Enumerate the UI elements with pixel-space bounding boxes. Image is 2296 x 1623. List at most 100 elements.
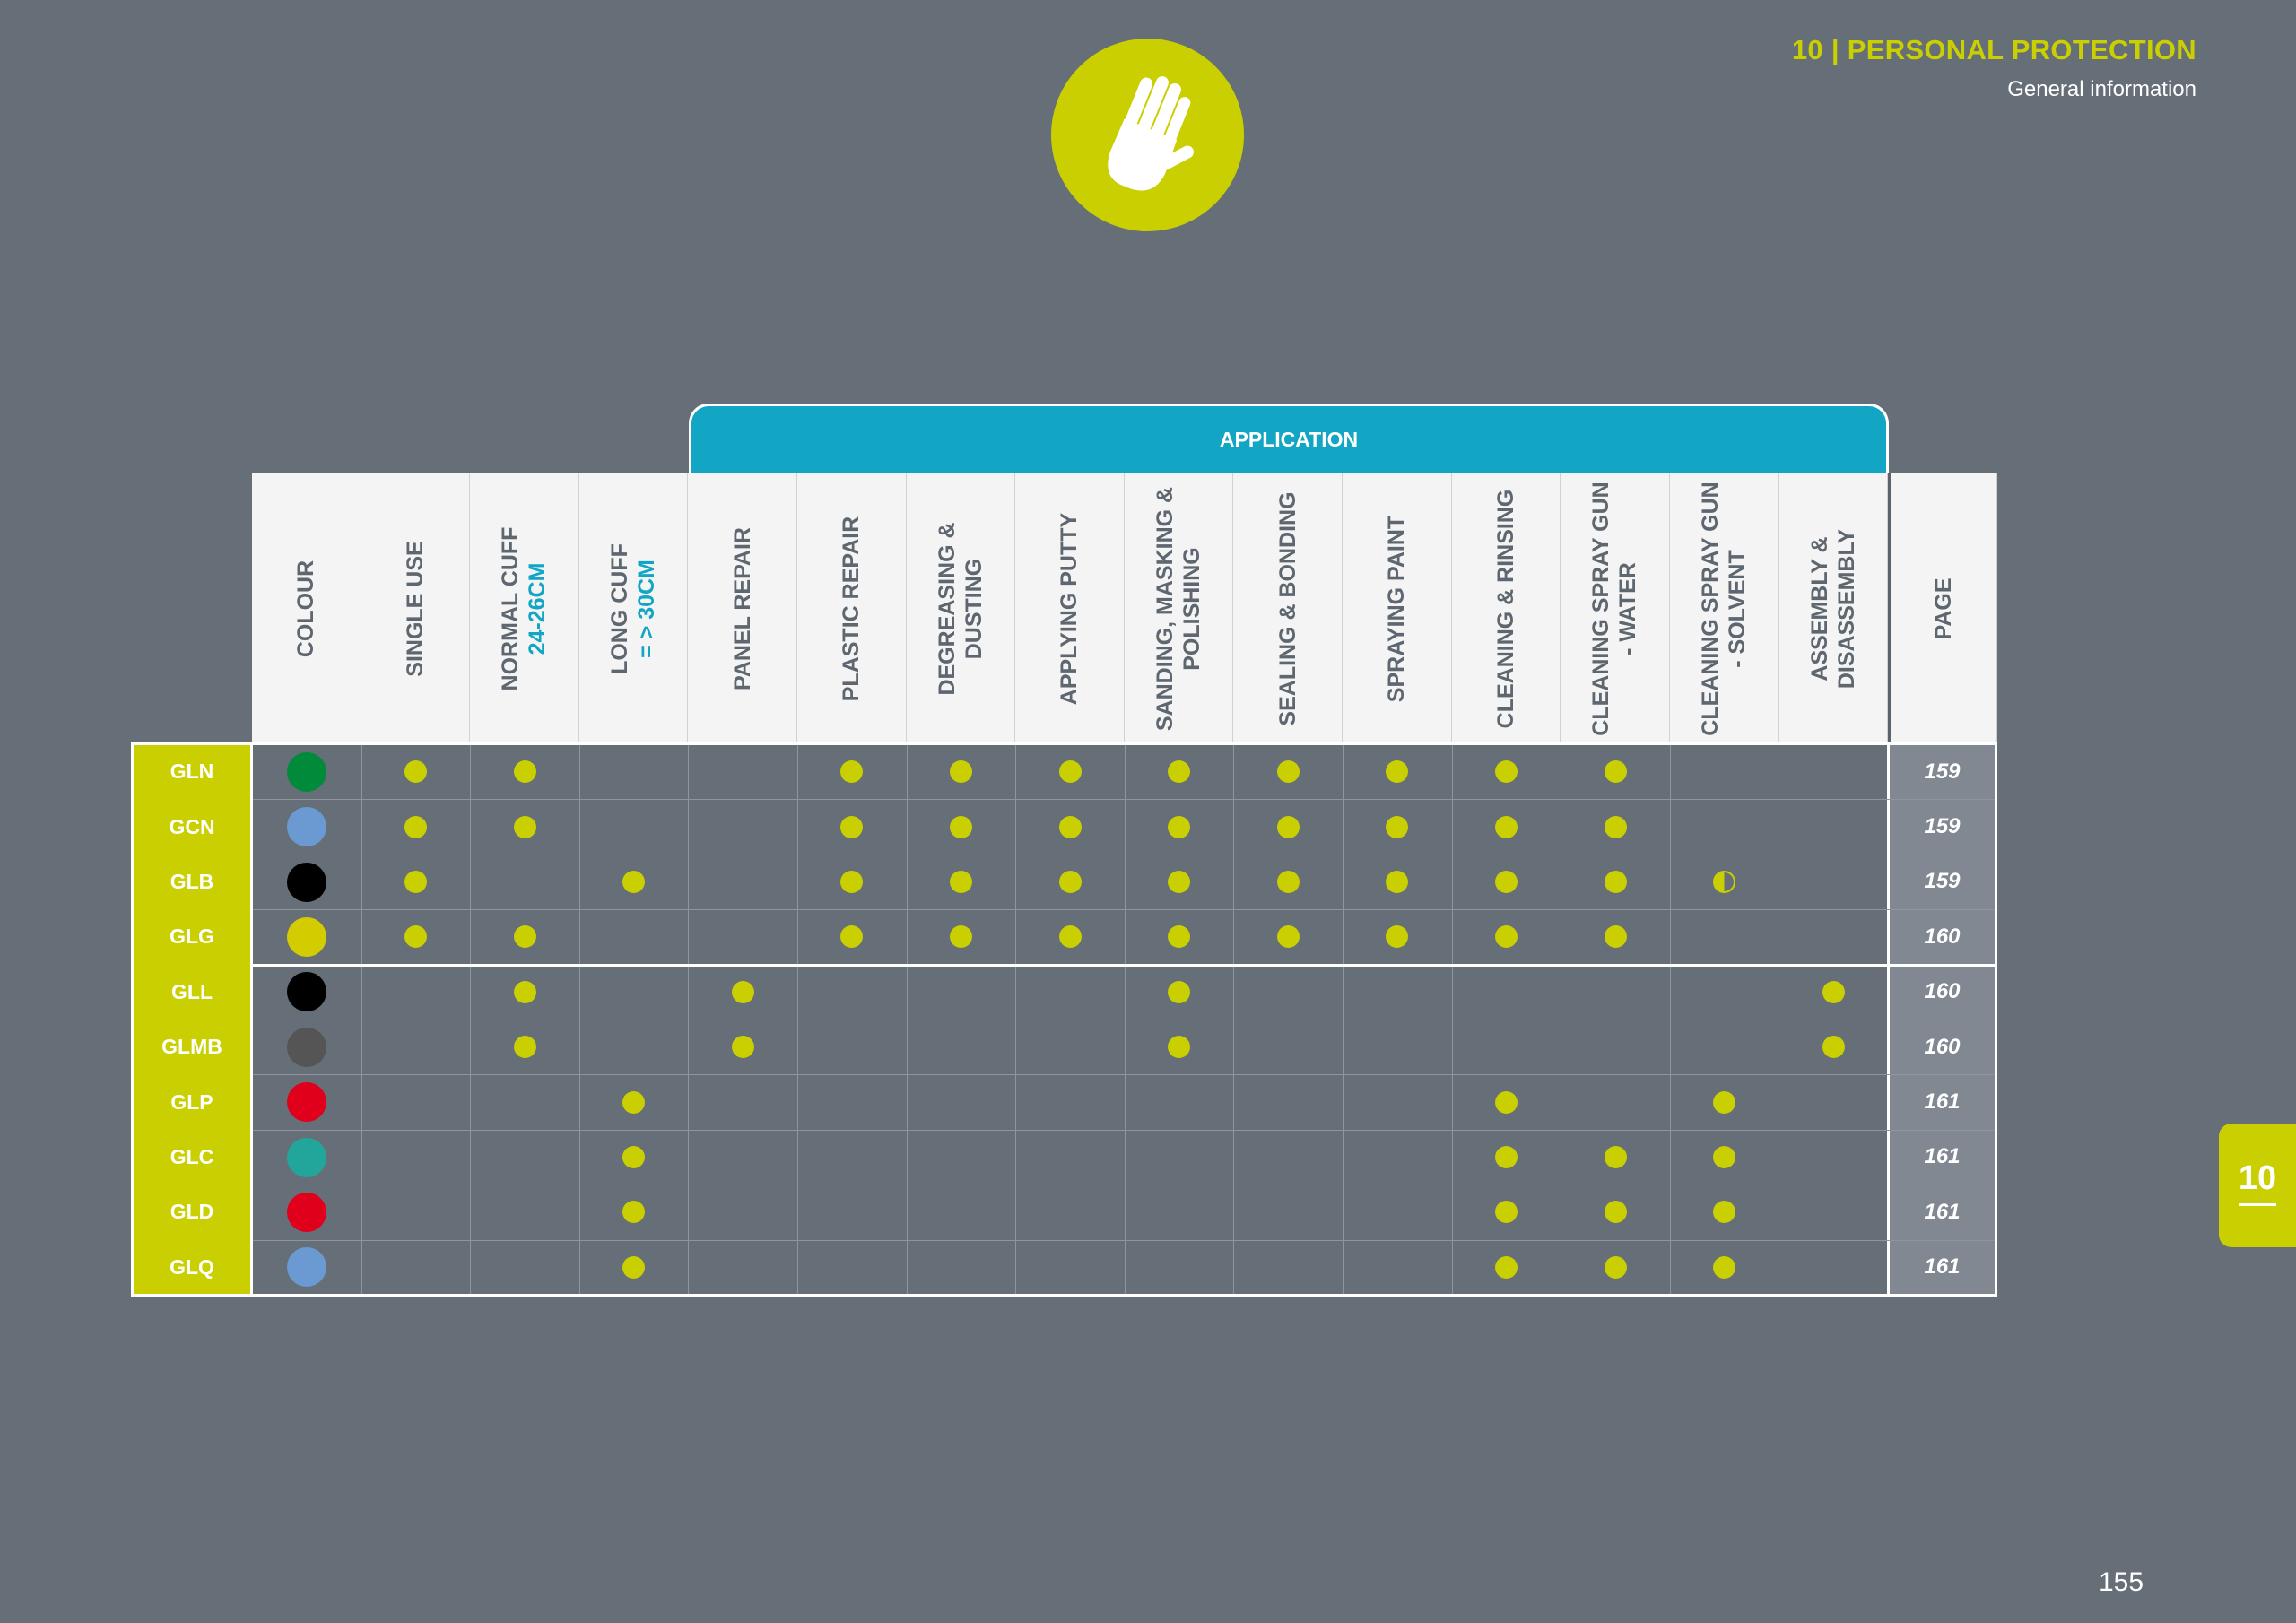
colour-swatch	[286, 972, 326, 1012]
suitability-dot	[1604, 760, 1627, 784]
suitability-dot	[404, 925, 427, 949]
suitability-dot	[1168, 980, 1191, 1003]
column-header-text: ASSEMBLY & DISASSEMBLY	[1806, 528, 1859, 689]
column-header: SANDING, MASKING & POLISHING	[1124, 473, 1234, 744]
column-header: LONG CUFF = > 30CM	[578, 473, 689, 744]
column-header-label: CLEANING SPRAY GUN - SOLVENT	[1697, 479, 1751, 739]
page-reference[interactable]: 161	[1924, 1144, 1961, 1169]
column-header: DEGREASING & DUSTING	[906, 473, 1016, 744]
column-header-text: DEGREASING & DUSTING	[934, 521, 987, 696]
suitability-dot	[1168, 871, 1191, 893]
product-code: GCN	[133, 799, 251, 855]
page-reference[interactable]: 159	[1924, 759, 1961, 784]
suitability-dot	[1276, 815, 1300, 838]
page-reference[interactable]: 160	[1924, 1034, 1961, 1059]
suitability-dot	[513, 925, 536, 949]
column-header-label: DEGREASING & DUSTING	[934, 479, 987, 739]
column-header-label: PAGE	[1930, 479, 1957, 739]
column-header-text: SEALING & BONDING	[1274, 490, 1300, 726]
suitability-dot	[1276, 760, 1300, 784]
suitability-dot	[840, 871, 864, 893]
column-header: PANEL REPAIR	[688, 473, 797, 744]
suitability-dot	[1604, 1201, 1627, 1224]
column-header-text: APPLYING PUTTY	[1057, 512, 1083, 705]
column-header: APPLYING PUTTY	[1015, 473, 1125, 744]
page-reference[interactable]: 159	[1924, 869, 1961, 894]
suitability-dot	[1494, 1255, 1518, 1279]
colour-swatch	[286, 751, 326, 792]
suitability-dot	[1494, 760, 1518, 784]
suitability-dot	[622, 1146, 646, 1168]
column-header-text: SANDING, MASKING & POLISHING	[1152, 486, 1205, 731]
column-header-label: LONG CUFF = > 30CM	[606, 479, 660, 739]
application-banner: APPLICATION	[689, 404, 1889, 473]
suitability-dot	[1604, 815, 1627, 838]
colour-swatch	[286, 807, 326, 847]
suitability-dot	[1168, 815, 1191, 838]
page-reference[interactable]: 161	[1924, 1089, 1961, 1115]
page-reference[interactable]: 161	[1924, 1254, 1961, 1280]
suitability-dot	[731, 980, 754, 1003]
suitability-dot	[949, 871, 972, 893]
product-code: GLG	[133, 909, 251, 965]
column-header: NORMAL CUFF 24-26CM	[470, 473, 579, 744]
suitability-dot	[1494, 871, 1518, 893]
chapter-tab-label: 10	[2238, 1159, 2277, 1197]
suitability-dot	[513, 760, 536, 784]
column-header-label: NORMAL CUFF 24-26CM	[497, 479, 551, 739]
suitability-dot	[1276, 925, 1300, 949]
product-code: GLB	[133, 854, 251, 910]
page-reference[interactable]: 160	[1924, 979, 1961, 1004]
suitability-dot	[1713, 1255, 1736, 1279]
colour-swatch	[286, 862, 326, 902]
column-header-label: SEALING & BONDING	[1274, 479, 1301, 739]
column-header-label: SPRAYING PAINT	[1383, 479, 1410, 739]
grid-hline	[251, 1239, 1996, 1241]
suitability-dot	[1386, 760, 1409, 784]
column-header-label: PANEL REPAIR	[729, 479, 756, 739]
product-code: GLD	[133, 1185, 251, 1240]
suitability-dot	[840, 925, 864, 949]
suitability-dot	[731, 1036, 754, 1059]
suitability-dot	[1058, 815, 1082, 838]
page-number: 155	[2099, 1567, 2144, 1597]
column-header: CLEANING SPRAY GUN - SOLVENT	[1669, 473, 1779, 744]
suitability-dot	[1168, 760, 1191, 784]
column-header: ASSEMBLY & DISASSEMBLY	[1779, 473, 1888, 744]
column-header-label: SANDING, MASKING & POLISHING	[1152, 479, 1205, 739]
column-header: SINGLE USE	[361, 473, 471, 744]
column-header-label: COLOUR	[292, 479, 319, 739]
suitability-dot	[404, 760, 427, 784]
column-header-text: PANEL REPAIR	[729, 526, 755, 690]
column-header-subtext: 24-26CM	[525, 562, 551, 655]
page-reference[interactable]: 160	[1924, 924, 1961, 949]
product-code: GLL	[133, 964, 251, 1020]
chapter-tab[interactable]: 10	[2219, 1124, 2296, 1247]
suitability-dot	[1604, 871, 1627, 893]
suitability-dot	[1604, 1255, 1627, 1279]
page-reference[interactable]: 161	[1924, 1199, 1961, 1224]
column-header-label: CLEANING & RINSING	[1492, 479, 1519, 739]
suitability-dot	[949, 925, 972, 949]
grid-hline	[251, 1074, 1996, 1076]
colour-swatch	[286, 1027, 326, 1067]
section-subtitle: General information	[2007, 77, 2196, 101]
grid-hline	[131, 963, 1997, 967]
half-suitability-dot	[1713, 871, 1736, 893]
suitability-dot	[1822, 1036, 1845, 1059]
suitability-dot	[1168, 925, 1191, 949]
colour-swatch	[286, 916, 326, 957]
suitability-dot	[1058, 760, 1082, 784]
suitability-dot	[513, 980, 536, 1003]
suitability-dot	[1713, 1146, 1736, 1168]
grid-hline	[251, 799, 1996, 801]
column-header-text: LONG CUFF	[607, 542, 633, 674]
suitability-dot	[1494, 815, 1518, 838]
glove-icon	[1108, 76, 1194, 191]
suitability-dot	[404, 871, 427, 893]
suitability-dot	[840, 760, 864, 784]
suitability-dot	[1386, 871, 1409, 893]
suitability-dot	[622, 871, 646, 893]
page-reference[interactable]: 159	[1924, 814, 1961, 839]
colour-swatch	[286, 1137, 326, 1177]
